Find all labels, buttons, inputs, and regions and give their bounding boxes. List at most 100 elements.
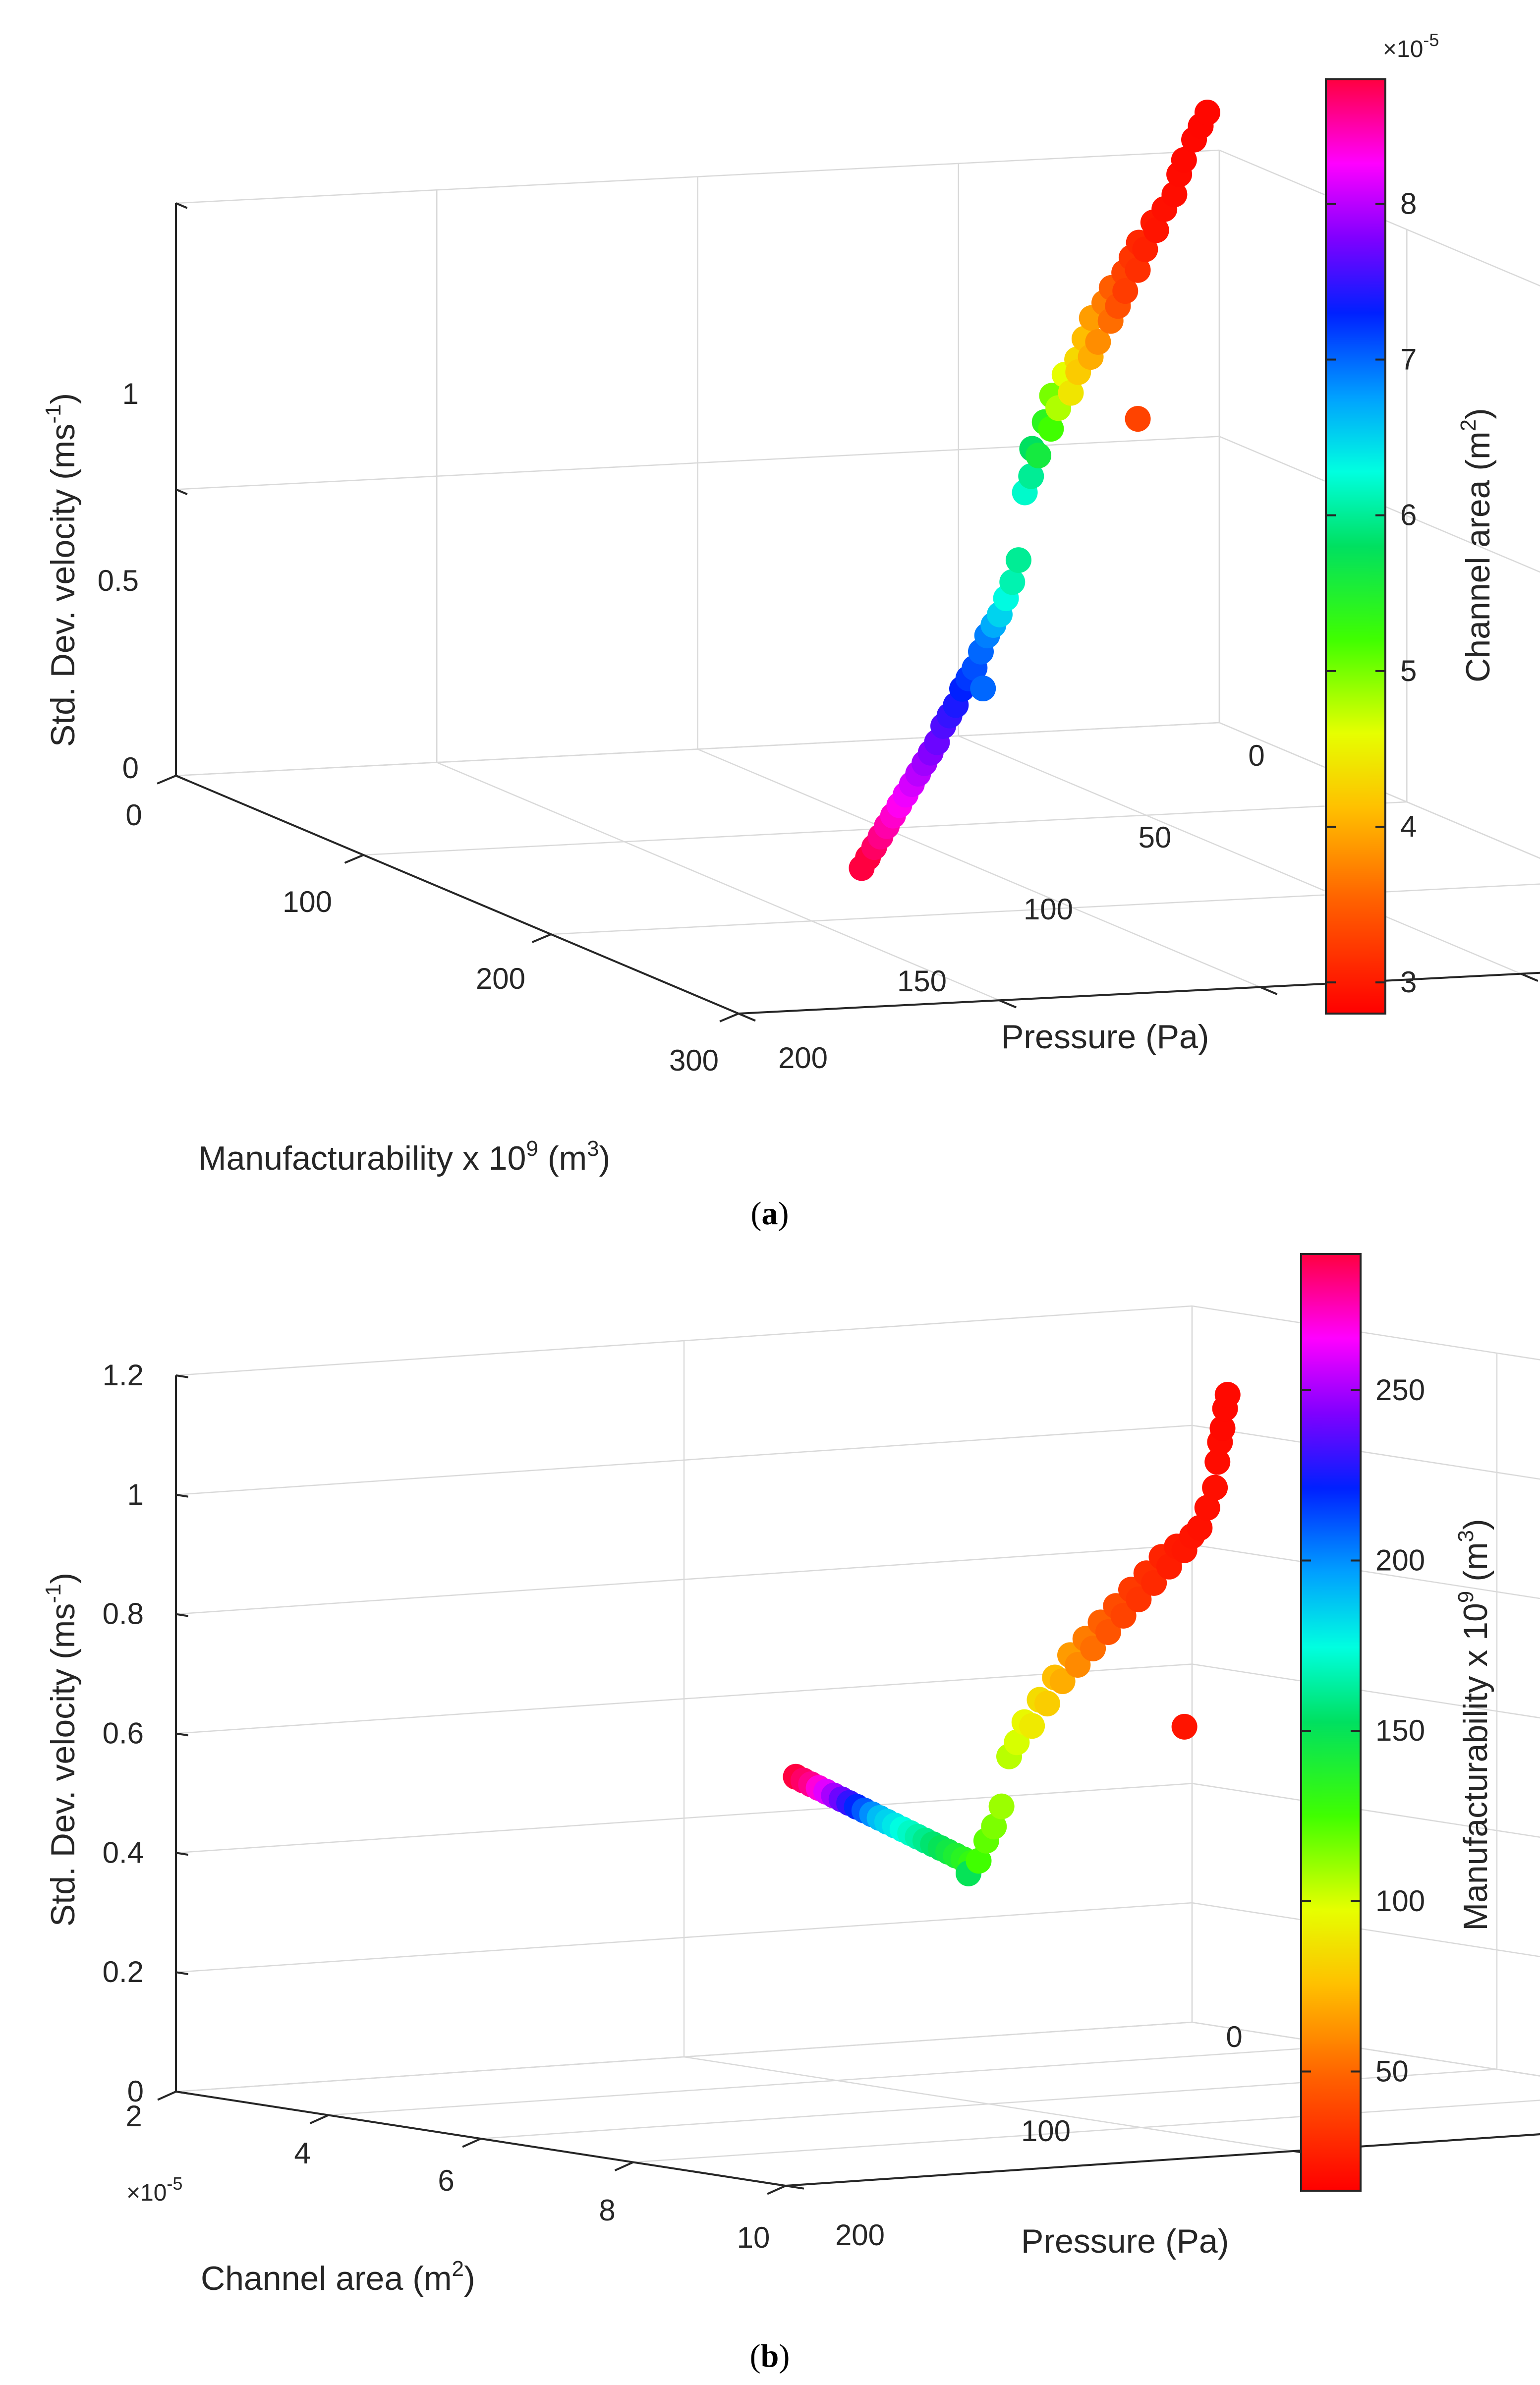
panel-b-z-ticks: 0 0.2 0.4 0.6 0.8 1 1.2 xyxy=(103,1359,144,2108)
panel-b-x-tick-6: 6 xyxy=(438,2164,454,2197)
panel-b-z-tick: 0 xyxy=(127,2075,144,2108)
panel-a-z-tickmark xyxy=(175,775,188,782)
panel-a-point xyxy=(1161,181,1188,208)
panel-a-caption: (a) xyxy=(751,1195,789,1232)
panel-b-colorbar-tick: 200 xyxy=(1375,1544,1425,1577)
panel-b-x-tickmark xyxy=(462,2138,481,2148)
panel-a-point xyxy=(1125,257,1151,283)
panel-b-wall-grid-h xyxy=(175,1424,1193,1496)
panel-a-y-tick-0: 0 xyxy=(1248,739,1264,772)
panel-b-point xyxy=(1156,1553,1182,1580)
panel-b-colorbar-tick: 250 xyxy=(1375,1373,1425,1407)
panel-b-z-tick: 0.6 xyxy=(103,1717,144,1750)
panel-b-point xyxy=(981,1814,1007,1840)
panel-b-z-tick: 0.2 xyxy=(103,1955,144,1988)
panel-b-z-tick: 1 xyxy=(127,1478,144,1511)
panel-a-z-tickmark xyxy=(175,488,188,495)
panel-b-wall-grid-h xyxy=(175,1902,1193,1973)
panel-b-y-label: Pressure (Pa) xyxy=(1021,2222,1229,2260)
panel-b-point xyxy=(1034,1691,1060,1717)
panel-a-z-tick-0: 0 xyxy=(122,751,139,785)
panel-b-floor-grid-x xyxy=(633,2100,1540,2163)
panel-b-floor-grid-y xyxy=(684,2056,1294,2152)
panel-b-wall-grid-h xyxy=(175,1544,1193,1615)
panel-a-point xyxy=(1171,147,1197,173)
panel-a-x-tick-200: 200 xyxy=(476,962,525,995)
panel-a-y-axis xyxy=(738,971,1540,1015)
panel-a-y-tick-100: 100 xyxy=(1024,893,1073,926)
panel-a-colorbar-tick: 6 xyxy=(1400,499,1417,532)
panel-a-z-tickmark xyxy=(175,202,188,209)
panel-b-colorbar-tick: 100 xyxy=(1375,1884,1425,1918)
panel-a-wall2-grid-h xyxy=(1219,436,1540,573)
panel-b-z-tick: 1.2 xyxy=(103,1359,144,1392)
panel-b-x-tick-10: 10 xyxy=(737,2221,770,2254)
panel-b-z-label: Std. Dev. velocity (ms-1) xyxy=(41,1573,82,1927)
panel-b-z-tickmark xyxy=(175,1493,188,1498)
panel-a-x-tickmark xyxy=(719,1013,739,1022)
panel-b-point xyxy=(1141,1570,1167,1596)
panel-a-wall-grid-h xyxy=(175,149,1220,204)
panel-b-y-tick-200: 200 xyxy=(835,2218,885,2252)
panel-a-x-axis xyxy=(175,775,739,1015)
panel-b-point xyxy=(1110,1602,1137,1629)
panel-a-colorbar-tick: 5 xyxy=(1400,654,1417,687)
panel-b-z-tickmark xyxy=(175,1852,188,1856)
panel-b-z-tick: 0.4 xyxy=(103,1836,144,1869)
panel-a-floor-grid-y xyxy=(436,762,1000,1001)
panel-a-x-tickmark xyxy=(157,775,176,785)
panel-a-z-tick-05: 0.5 xyxy=(98,564,139,597)
panel-a-y-tick-200: 200 xyxy=(778,1041,828,1075)
panel-a-x-tick-100: 100 xyxy=(283,885,332,918)
panel-b-x-tick-2: 2 xyxy=(125,2100,142,2133)
panel-a-wall-grid-h xyxy=(175,722,1220,777)
panel-b-x-tickmark xyxy=(157,2091,176,2101)
panel-a-plot: 1 0.5 0 0 100 200 300 0 50 100 150 200 S… xyxy=(41,30,1540,1232)
panel-a-floor-grid-y xyxy=(697,748,1260,988)
panel-a-floor-grid-x xyxy=(738,972,1540,1015)
panel-b-wall-grid-h xyxy=(175,1783,1193,1854)
panel-a-colorbar-ticks: 3 4 5 6 7 8 xyxy=(1326,187,1417,999)
panel-a-y-tickmark xyxy=(1520,972,1539,982)
panel-a-colorbar-tick: 7 xyxy=(1400,343,1417,376)
panel-b-point xyxy=(1019,1713,1045,1739)
panel-b-y-tickmark xyxy=(785,2185,804,2190)
panel-a-z-label: Std. Dev. velocity (ms-1) xyxy=(41,393,82,747)
panel-a-colorbar-exponent: ×10-5 xyxy=(1383,30,1439,62)
panel-a-point xyxy=(970,676,996,702)
panel-a-y-tickmark xyxy=(999,999,1017,1009)
panel-a-colorbar-frame xyxy=(1325,78,1386,1015)
panel-b-wall2-grid-h xyxy=(1192,1663,1540,1719)
panel-a-x-tickmark xyxy=(532,933,552,943)
panel-b-point xyxy=(1004,1729,1030,1756)
panel-a-point xyxy=(1018,463,1044,489)
panel-b-point xyxy=(988,1793,1015,1819)
panel-b-point xyxy=(966,1848,992,1874)
panel-b-point xyxy=(1080,1635,1106,1661)
panel-b-plot: 0 0.2 0.4 0.6 0.8 1 1.2 2 4 6 8 10 ×10-5 0 100… xyxy=(41,1253,1540,2374)
panel-b-wall-grid-h xyxy=(175,1663,1193,1734)
panel-a-x-tick-0: 0 xyxy=(125,798,142,832)
panel-b-wall2-grid-h xyxy=(1192,1783,1540,1838)
panel-b-x-tickmark xyxy=(614,2161,634,2171)
panel-a-y-tickmark xyxy=(738,1013,756,1022)
panel-a-colorbar-label: Channel area (m2) xyxy=(1456,408,1497,682)
panel-b-x-tickmark xyxy=(767,2185,786,2195)
panel-b-x-tick-4: 4 xyxy=(294,2137,310,2170)
panel-b-colorbar-label: Manufacturability x 109 (m3) xyxy=(1454,1519,1494,1931)
panel-b-point xyxy=(1187,1515,1213,1541)
panel-b-colorbar-frame xyxy=(1300,1253,1362,2192)
panel-a-wall2-grid-h xyxy=(1219,149,1540,286)
panel-b-z-tick: 0.8 xyxy=(103,1597,144,1631)
panel-b-point xyxy=(1194,1495,1220,1521)
panel-b-wall-grid-h xyxy=(175,2021,1193,2093)
panel-a-wall2-grid-h xyxy=(1219,722,1540,859)
panel-a-y-label: Pressure (Pa) xyxy=(1001,1018,1209,1056)
panel-a-point xyxy=(1026,442,1052,468)
panel-b-z-tickmark xyxy=(175,1732,188,1737)
panel-b-colorbar-ticks: 50 100 150 200 250 xyxy=(1301,1373,1425,2088)
panel-a-point xyxy=(1125,406,1151,432)
panel-a-point xyxy=(1005,547,1031,573)
panel-b-point xyxy=(1171,1713,1198,1740)
panel-b-y-axis xyxy=(785,2133,1540,2187)
